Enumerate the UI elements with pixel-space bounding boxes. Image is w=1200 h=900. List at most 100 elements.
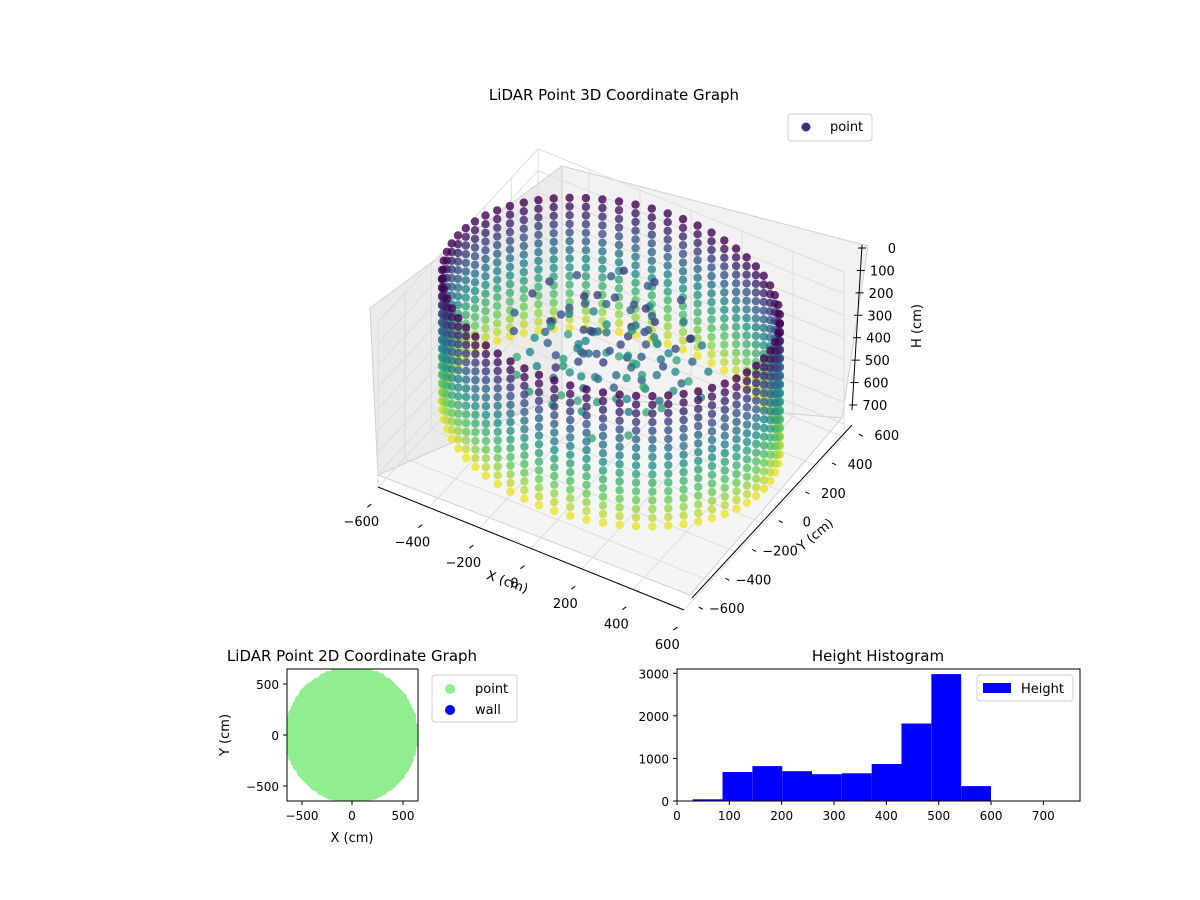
point-3d [442, 247, 452, 257]
point-3d [470, 312, 480, 322]
point-3d [679, 511, 688, 520]
point-3d [582, 437, 591, 446]
point-3d [453, 257, 463, 266]
point-3d [454, 418, 463, 427]
point-3d [663, 270, 672, 279]
point-3d [678, 275, 688, 285]
point-3d [664, 512, 673, 522]
histogram-x-ticks: 0 100 200 300 400 500 600 700 [673, 801, 1055, 823]
point-3d [759, 363, 769, 372]
point-3d [751, 331, 761, 341]
point-3d [550, 497, 559, 507]
point-3d [598, 396, 608, 406]
point-3d [693, 334, 702, 343]
point-3d [581, 202, 591, 211]
point-3d [512, 352, 521, 362]
point-3d [614, 249, 624, 258]
point-3d [631, 252, 640, 261]
point-3d [664, 521, 673, 530]
point-3d [664, 478, 673, 487]
point-3d [549, 289, 558, 299]
point-3d [556, 310, 566, 319]
point-3d [534, 422, 544, 432]
point-3d [707, 461, 717, 471]
y-tick-label-3d: 600 [874, 429, 899, 444]
point-3d [471, 436, 480, 446]
point-3d [598, 264, 607, 273]
point-3d [506, 374, 515, 383]
point-3d [550, 419, 559, 429]
point-3d [663, 209, 672, 218]
point-3d [534, 326, 543, 335]
point-3d [505, 227, 515, 237]
point-3d [663, 244, 672, 253]
point-3d [549, 255, 558, 264]
point-3d [593, 290, 602, 300]
z-tick-label-3d: 0 [888, 242, 896, 257]
point-3d [550, 480, 559, 489]
point-3d [505, 288, 515, 298]
point-3d [481, 306, 490, 316]
point-3d [720, 331, 729, 341]
point-3d [550, 437, 559, 446]
y-tick-3d [751, 549, 757, 552]
point-3d [742, 331, 751, 340]
point-3d [679, 520, 688, 529]
point-3d [664, 434, 673, 444]
point-3d [582, 411, 591, 420]
point-3d [493, 462, 502, 471]
point-3d [639, 382, 648, 391]
point-3d [742, 429, 752, 438]
point-3d [720, 253, 729, 262]
point-3d [519, 293, 528, 303]
point-3d [663, 287, 672, 296]
point-3d [470, 260, 480, 270]
point-3d [663, 235, 672, 244]
point-3d [598, 509, 608, 519]
y-tick-3d [698, 606, 703, 610]
point-3d [759, 415, 769, 424]
point-3d [752, 396, 761, 405]
point-cloud-3d [437, 193, 785, 531]
point-3d [549, 194, 558, 203]
point-3d [631, 391, 641, 401]
point-3d [520, 468, 529, 477]
point-3d [549, 307, 558, 316]
point-3d [493, 453, 502, 463]
point-3d [676, 295, 686, 305]
point-3d [461, 349, 471, 358]
point-3d [592, 349, 601, 359]
point-3d [752, 361, 761, 370]
y-tick-3d [858, 433, 863, 437]
point-3d [493, 479, 502, 489]
point-3d [481, 237, 490, 246]
point-3d [481, 419, 491, 428]
histogram-bar [812, 774, 842, 801]
point-3d [631, 522, 641, 531]
point-3d [671, 367, 680, 376]
point-3d [580, 299, 590, 308]
histogram-bar [931, 674, 962, 801]
point-3d [694, 482, 703, 492]
point-3d [622, 373, 631, 383]
point-3d [752, 465, 761, 475]
histogram-x-tick-label: 400 [875, 809, 898, 823]
point-3d [732, 478, 741, 487]
point-3d [493, 267, 502, 276]
point-3d [519, 198, 528, 207]
histogram-x-tick-label: 500 [927, 809, 950, 823]
histogram-y-ticks: 0 1000 2000 3000 [638, 667, 677, 809]
point-3d [520, 399, 529, 408]
point-3d [615, 520, 624, 530]
point-3d [564, 309, 574, 319]
point-3d [598, 273, 607, 282]
point-3d [707, 514, 717, 523]
point-3d [447, 356, 457, 365]
grid-line-3d [683, 436, 845, 611]
point-3d [631, 495, 641, 505]
point-3d [693, 264, 702, 274]
point-3d [566, 441, 575, 451]
plot-frame-histogram [676, 668, 1081, 802]
point-3d [598, 518, 608, 527]
point-3d [598, 247, 607, 256]
